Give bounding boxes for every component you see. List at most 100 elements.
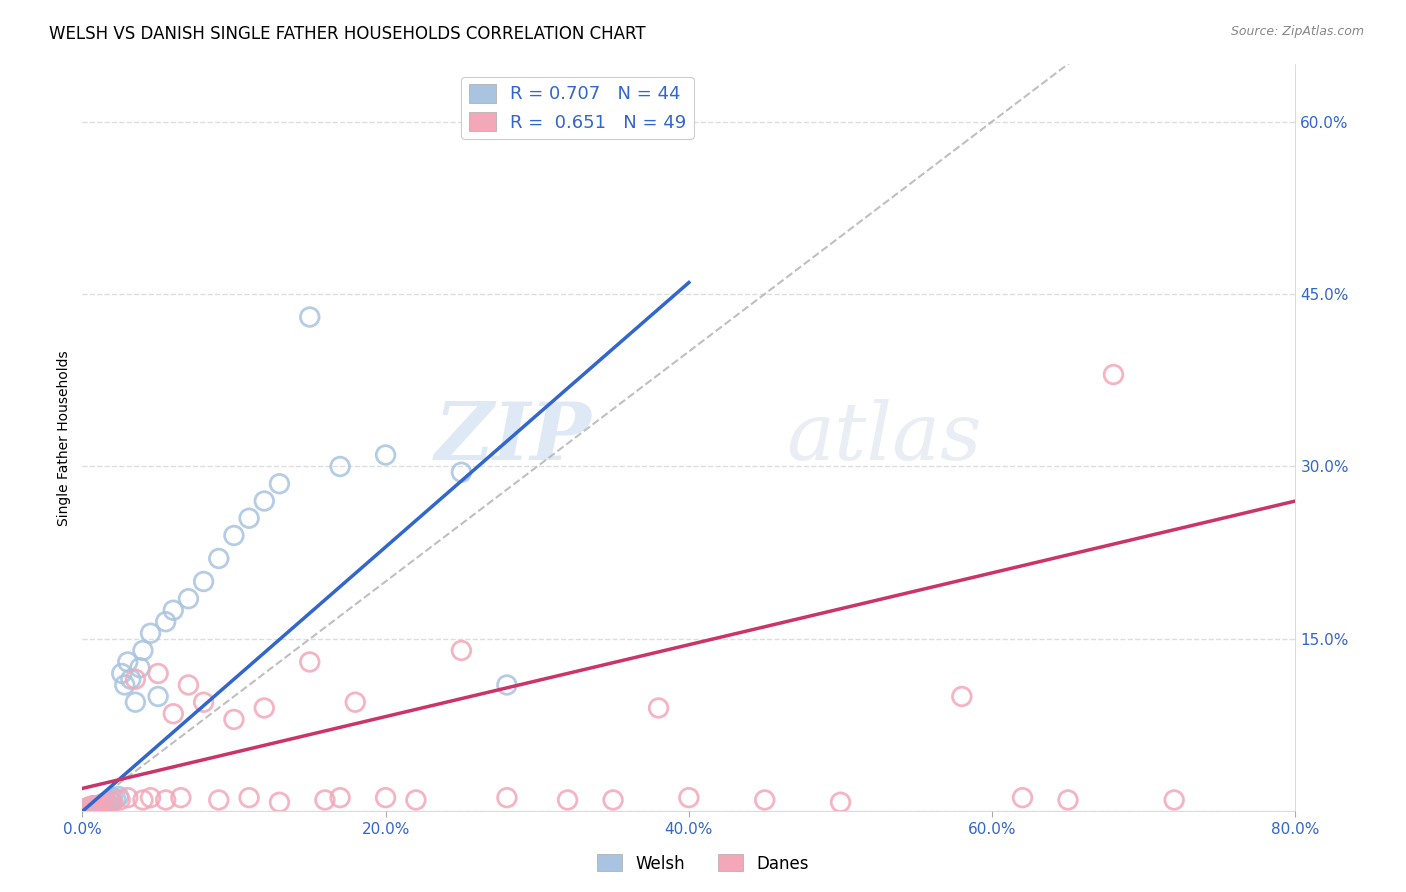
Point bbox=[208, 551, 231, 566]
Point bbox=[83, 801, 105, 815]
Point bbox=[101, 790, 124, 805]
Point bbox=[87, 800, 110, 814]
Point bbox=[117, 790, 139, 805]
Point bbox=[177, 678, 200, 692]
Legend: Welsh, Danes: Welsh, Danes bbox=[591, 847, 815, 880]
Point bbox=[101, 795, 124, 809]
Point bbox=[89, 797, 111, 812]
Point bbox=[374, 790, 396, 805]
Point bbox=[177, 591, 200, 606]
Point bbox=[222, 713, 245, 727]
Y-axis label: Single Father Households: Single Father Households bbox=[58, 350, 72, 525]
Point bbox=[96, 795, 118, 809]
Point bbox=[238, 511, 260, 525]
Point bbox=[91, 798, 114, 813]
Point bbox=[193, 574, 215, 589]
Point bbox=[496, 678, 519, 692]
Point bbox=[139, 790, 162, 805]
Point bbox=[86, 801, 108, 815]
Point bbox=[329, 459, 352, 474]
Point bbox=[450, 465, 472, 479]
Point bbox=[193, 695, 215, 709]
Point bbox=[79, 800, 101, 814]
Point bbox=[557, 793, 579, 807]
Text: ZIP: ZIP bbox=[434, 399, 592, 476]
Text: atlas: atlas bbox=[786, 399, 981, 476]
Point bbox=[93, 797, 115, 811]
Point bbox=[82, 798, 104, 813]
Point bbox=[132, 643, 155, 657]
Point bbox=[94, 797, 117, 812]
Point bbox=[830, 795, 852, 809]
Point bbox=[117, 655, 139, 669]
Legend: R = 0.707   N = 44, R =  0.651   N = 49: R = 0.707 N = 44, R = 0.651 N = 49 bbox=[461, 77, 693, 139]
Point bbox=[77, 802, 100, 816]
Point bbox=[754, 793, 776, 807]
Point bbox=[129, 661, 152, 675]
Point bbox=[111, 666, 134, 681]
Point bbox=[405, 793, 427, 807]
Point bbox=[238, 790, 260, 805]
Point bbox=[114, 678, 136, 692]
Point bbox=[298, 310, 321, 324]
Point bbox=[269, 476, 291, 491]
Point bbox=[75, 802, 97, 816]
Point bbox=[162, 706, 184, 721]
Point bbox=[329, 790, 352, 805]
Point bbox=[76, 801, 98, 815]
Point bbox=[100, 793, 122, 807]
Point bbox=[97, 797, 120, 811]
Point bbox=[120, 672, 142, 686]
Point bbox=[94, 797, 117, 812]
Point bbox=[314, 793, 336, 807]
Point bbox=[253, 701, 276, 715]
Point bbox=[170, 790, 193, 805]
Point bbox=[1163, 793, 1185, 807]
Point bbox=[76, 801, 98, 815]
Point bbox=[269, 795, 291, 809]
Point bbox=[146, 666, 169, 681]
Point bbox=[82, 798, 104, 813]
Point bbox=[162, 603, 184, 617]
Point bbox=[344, 695, 367, 709]
Point bbox=[132, 793, 155, 807]
Point bbox=[79, 800, 101, 814]
Point bbox=[104, 792, 127, 806]
Point bbox=[98, 798, 121, 813]
Point bbox=[496, 790, 519, 805]
Point bbox=[155, 793, 177, 807]
Point bbox=[208, 793, 231, 807]
Point bbox=[139, 626, 162, 640]
Point bbox=[374, 448, 396, 462]
Point bbox=[80, 801, 103, 815]
Point bbox=[222, 528, 245, 542]
Point bbox=[155, 615, 177, 629]
Point bbox=[89, 800, 111, 814]
Point bbox=[83, 801, 105, 815]
Text: WELSH VS DANISH SINGLE FATHER HOUSEHOLDS CORRELATION CHART: WELSH VS DANISH SINGLE FATHER HOUSEHOLDS… bbox=[49, 25, 645, 43]
Point bbox=[124, 672, 146, 686]
Point bbox=[253, 494, 276, 508]
Point bbox=[80, 801, 103, 815]
Point bbox=[298, 655, 321, 669]
Point bbox=[108, 793, 131, 807]
Point bbox=[1102, 368, 1125, 382]
Point bbox=[1057, 793, 1080, 807]
Point bbox=[950, 690, 973, 704]
Point bbox=[87, 798, 110, 813]
Point bbox=[84, 800, 107, 814]
Point bbox=[98, 794, 121, 808]
Point bbox=[1011, 790, 1033, 805]
Point bbox=[107, 789, 129, 804]
Point bbox=[450, 643, 472, 657]
Point bbox=[124, 695, 146, 709]
Point bbox=[77, 802, 100, 816]
Point bbox=[75, 802, 97, 816]
Point bbox=[146, 690, 169, 704]
Point bbox=[84, 800, 107, 814]
Point bbox=[602, 793, 624, 807]
Text: Source: ZipAtlas.com: Source: ZipAtlas.com bbox=[1230, 25, 1364, 38]
Point bbox=[678, 790, 700, 805]
Point bbox=[647, 701, 669, 715]
Point bbox=[86, 798, 108, 813]
